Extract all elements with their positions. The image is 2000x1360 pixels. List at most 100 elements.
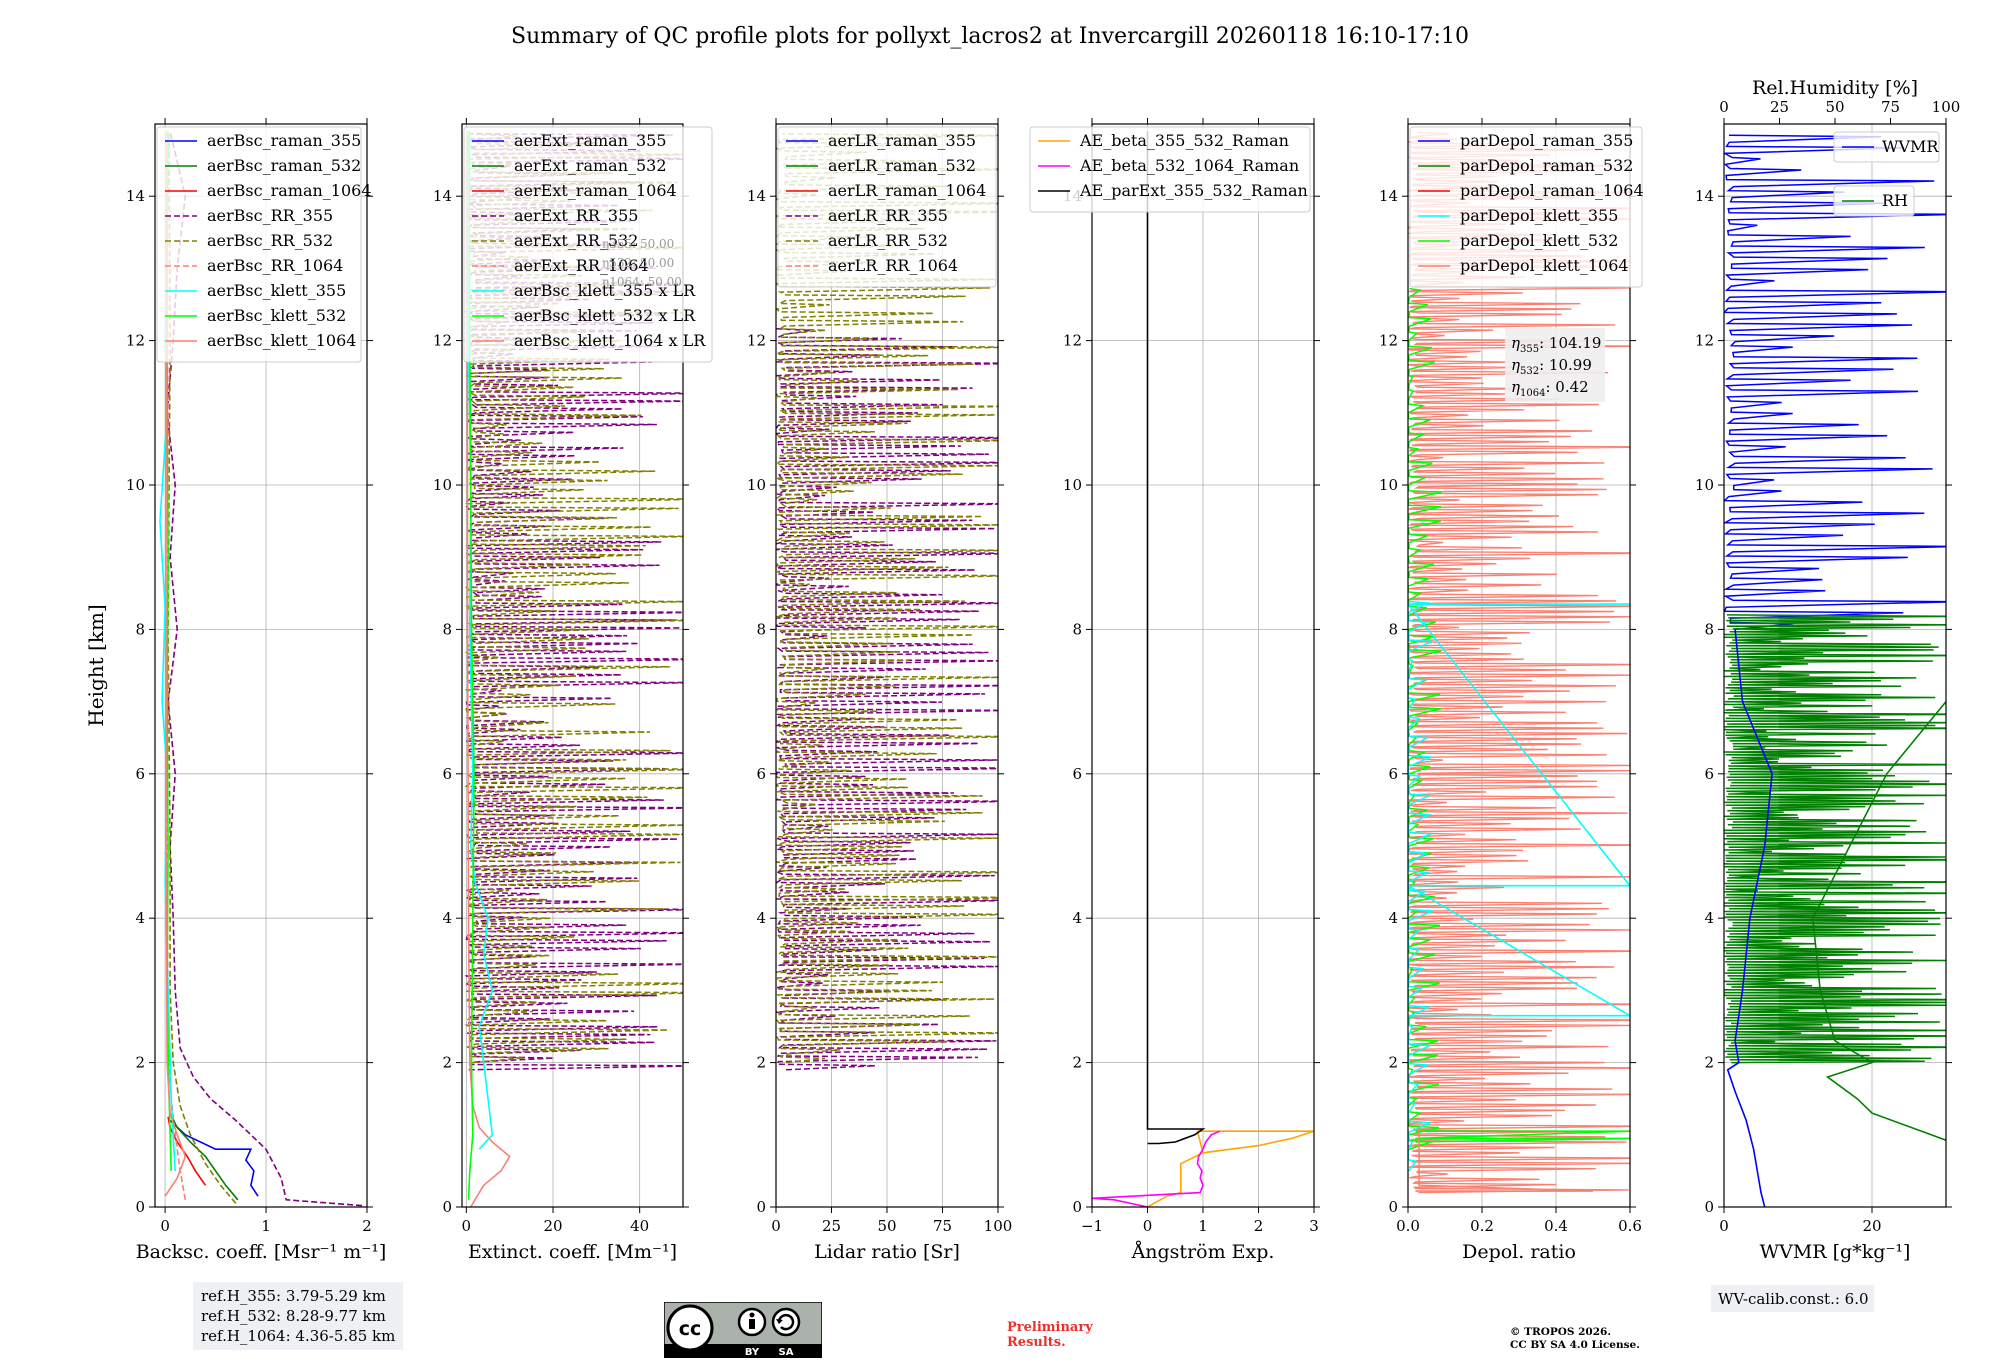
y-tick-label: 8 [442,620,452,638]
y-tick-label: 6 [1704,765,1714,783]
series-RH [1724,614,1946,1064]
x-tick-label: 0.0 [1396,1217,1420,1235]
x-tick-label: 75 [933,1217,952,1235]
y-tick-label: 12 [747,332,766,350]
lidar-ratio-label: η1064: 50.00 [602,275,682,289]
panel-depol: 0.0 0.2 0.4 0.6 0 2 4 6 8 10 12 14 Depol. ratio parDe… [1379,118,1644,1263]
legend-label: aerBsc_klett_1064 [207,331,356,350]
legend-label: aerExt_RR_532 [514,231,638,250]
legend-label: parDepol_raman_355 [1460,131,1633,150]
legend-label: aerBsc_RR_532 [207,231,333,250]
x-tick-label: 0 [1719,1217,1729,1235]
plot-area-depol [1408,131,1630,1194]
panel-ae: −1012302468101214Ångström Exp.AE_beta_35… [1029,118,1320,1263]
x-axis-label: WVMR [g*kg⁻¹] [1760,1241,1911,1263]
legend-label: WVMR [1882,137,1939,156]
y-tick-label: 0 [135,1198,145,1216]
top-x-tick-label: 25 [1770,98,1789,116]
legend-rh: RH [1833,185,1915,217]
eta-label: η1064: 0.42 [1511,378,1589,399]
y-tick-label: 14 [433,187,452,205]
legend-depol: parDepol_raman_355 parDepol_raman_532 parD… [1409,126,1644,288]
legend-label: aerLR_RR_1064 [828,256,958,275]
ref-height-532: ref.H_532: 8.28-9.77 km [201,1307,386,1325]
x-tick-label: 0.2 [1470,1217,1494,1235]
x-tick-label: 0 [462,1217,472,1235]
series-parDepol_klett_355 [1408,603,1630,1017]
series-parDepol_klett_1064 [1408,131,1630,1194]
x-tick-label: 2 [1254,1217,1264,1235]
y-tick-label: 8 [756,620,766,638]
series-parDepol_klett_1064 [1415,1127,1594,1192]
series-parDepol_klett_532 [1415,1130,1630,1143]
copyright-note: © TROPOS 2026. CC BY SA 4.0 License. [1510,1326,1640,1351]
legend-label: aerLR_raman_355 [828,131,976,150]
by-label: BY [745,1347,760,1358]
series-aerBsc_raman_355 [169,1119,259,1197]
y-tick-label: 12 [1063,332,1082,350]
x-tick-label: 0 [160,1217,170,1235]
series-aerBsc_klett_1064 x LR [466,131,511,1207]
axes-frame [154,123,368,1208]
y-tick-label: 4 [1388,909,1398,927]
figure-title: Summary of QC profile plots for pollyxt_… [511,24,1469,49]
legend-box [156,126,362,363]
series-AE_parExt_355_532_Raman [1146,131,1206,1145]
y-tick-label: 14 [1695,187,1714,205]
y-tick-label: 8 [1704,620,1714,638]
legend-ext: aerExt_raman_355 aerExt_raman_532 aerExt_r… [463,126,713,363]
cc-license-badge: cc BY SA [664,1302,822,1358]
legend-label: AE_beta_355_532_Raman [1079,131,1289,150]
series-WVMR [1726,629,1773,1207]
legend-label: aerBsc_klett_355 x LR [514,281,696,300]
series-aerBsc_klett_1064 [164,131,187,1197]
legend-label: parDepol_klett_355 [1460,206,1618,225]
legend-label: aerBsc_raman_1064 [207,181,372,200]
legend-label: aerBsc_klett_355 [207,281,346,300]
y-tick-label: 4 [1072,909,1082,927]
legend-box [1833,131,1940,163]
x-axis-label: Extinct. coeff. [Mm⁻¹] [468,1241,677,1263]
legend-label: aerBsc_RR_355 [207,206,333,225]
top-axis-label: Rel.Humidity [%] [1752,77,1918,99]
legend-label: aerExt_raman_532 [514,156,667,175]
top-x-tick-label: 0 [1719,98,1729,116]
y-tick-label: 10 [1379,476,1398,494]
x-axis-label: Ångström Exp. [1131,1241,1275,1263]
y-tick-label: 10 [433,476,452,494]
x-tick-label: 0.4 [1544,1217,1568,1235]
legend-label: aerExt_raman_1064 [514,181,677,200]
legend-label: aerExt_RR_1064 [514,256,649,275]
plot-area-wv [1724,134,1946,1207]
y-tick-label: 6 [135,765,145,783]
y-tick-label: 6 [1072,765,1082,783]
x-tick-label: 100 [984,1217,1013,1235]
y-tick-label: 10 [126,476,145,494]
y-tick-label: 2 [1388,1054,1398,1072]
x-tick-label: 3 [1309,1217,1319,1235]
plot-area-lr [776,133,998,1071]
legend-label: aerBsc_klett_532 [207,306,346,325]
legend-label: AE_parExt_355_532_Raman [1079,181,1308,200]
ref-height-355: ref.H_355: 3.79-5.29 km [201,1287,386,1305]
y-tick-label: 10 [747,476,766,494]
y-tick-label: 0 [1704,1198,1714,1216]
y-tick-label: 14 [747,187,766,205]
legend-box [777,126,997,288]
legend-label: aerBsc_klett_532 x LR [514,306,696,325]
y-tick-label: 0 [756,1198,766,1216]
legend-label: aerLR_raman_1064 [828,181,986,200]
x-tick-label: 0.6 [1618,1217,1642,1235]
y-axis-label: Height [km] [84,604,108,726]
x-tick-label: −1 [1081,1217,1103,1235]
legend-label: RH [1882,191,1908,210]
panel-lr: 0 25 50 75 100 0 2 4 6 8 10 12 14 Lidar ratio [Sr] aer… [747,118,1013,1263]
legend-label: parDepol_klett_532 [1460,231,1618,250]
y-tick-label: 6 [442,765,452,783]
legend-label: AE_beta_532_1064_Raman [1079,156,1299,175]
legend-label: aerLR_raman_532 [828,156,976,175]
preliminary-results-note: Preliminary Results. [1007,1320,1093,1350]
y-tick-label: 4 [756,909,766,927]
